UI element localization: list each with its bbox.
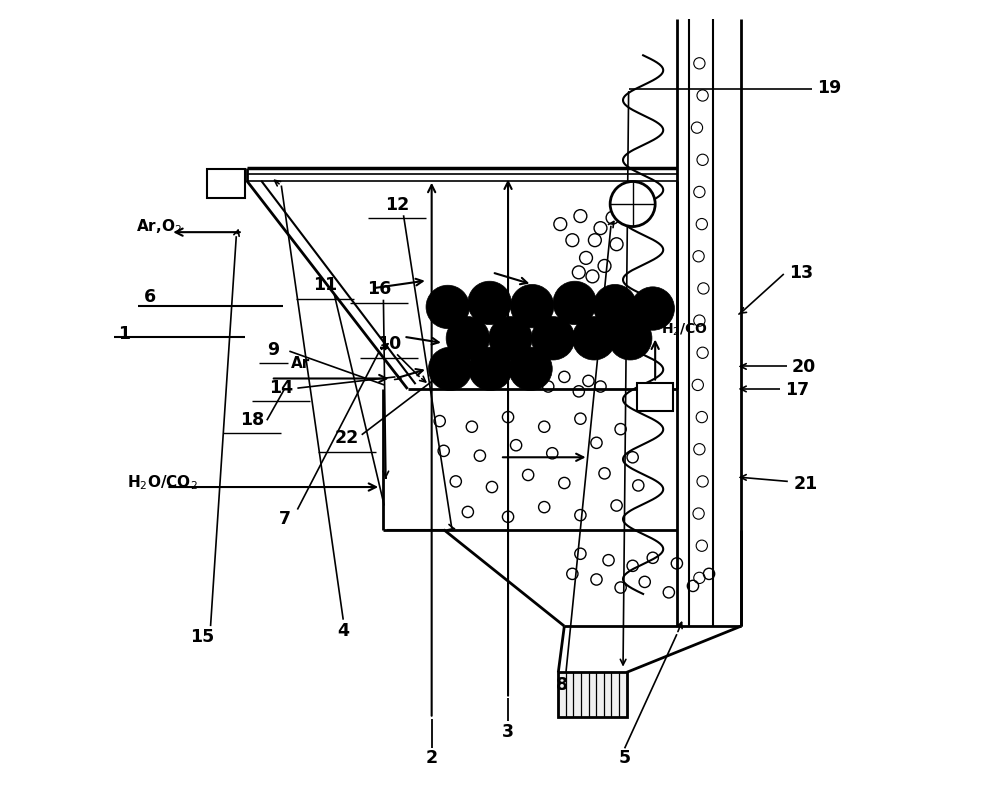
- Circle shape: [610, 182, 655, 227]
- Text: 14: 14: [269, 378, 293, 396]
- Bar: [637, 383, 673, 412]
- Circle shape: [510, 285, 554, 328]
- Text: Ar: Ar: [291, 356, 310, 371]
- Text: 2: 2: [426, 748, 438, 766]
- Bar: [558, 673, 627, 716]
- Text: H$_2$O/CO$_2$: H$_2$O/CO$_2$: [127, 472, 198, 491]
- Text: 4: 4: [337, 622, 349, 639]
- Text: 5: 5: [619, 748, 631, 766]
- Text: 15: 15: [190, 627, 215, 645]
- Text: 21: 21: [793, 475, 818, 492]
- Text: 22: 22: [335, 429, 359, 446]
- Text: H$_2$/CO: H$_2$/CO: [661, 321, 708, 337]
- Circle shape: [593, 285, 637, 328]
- Text: 6: 6: [144, 288, 156, 306]
- Circle shape: [428, 348, 472, 391]
- Text: 20: 20: [792, 358, 816, 376]
- Circle shape: [553, 282, 596, 325]
- Text: 16: 16: [367, 280, 392, 298]
- Circle shape: [531, 317, 575, 361]
- Text: 13: 13: [789, 264, 814, 282]
- Circle shape: [426, 286, 469, 329]
- Circle shape: [609, 317, 652, 361]
- Circle shape: [468, 282, 511, 325]
- Text: 17: 17: [785, 381, 810, 398]
- Text: 10: 10: [377, 335, 401, 353]
- Circle shape: [469, 348, 512, 391]
- Text: Ar,O$_2$: Ar,O$_2$: [136, 217, 182, 236]
- Text: 1: 1: [118, 325, 130, 343]
- Text: 8: 8: [556, 675, 568, 693]
- Text: 12: 12: [385, 196, 409, 214]
- Text: 7: 7: [279, 509, 291, 527]
- Circle shape: [489, 317, 532, 361]
- Circle shape: [446, 317, 490, 361]
- Text: 19: 19: [818, 79, 842, 97]
- Text: 3: 3: [502, 722, 514, 740]
- Circle shape: [572, 317, 616, 361]
- Text: 18: 18: [240, 410, 264, 428]
- Text: 9: 9: [267, 340, 279, 358]
- Circle shape: [631, 287, 674, 331]
- Bar: [207, 170, 245, 199]
- Text: 11: 11: [313, 276, 337, 294]
- Circle shape: [509, 348, 552, 391]
